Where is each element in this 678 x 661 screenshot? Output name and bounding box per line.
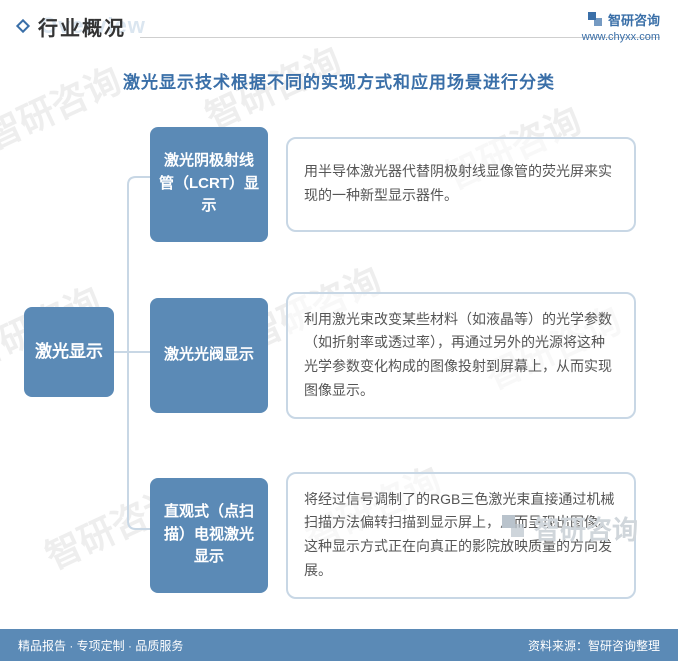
header-left: 行业概况 Overview (18, 12, 126, 41)
footer-right: 资料来源：智研咨询整理 (528, 637, 660, 654)
footer-left: 精品报告 · 专项定制 · 品质服务 (18, 637, 183, 654)
brand-watermark-icon (502, 515, 528, 541)
category-node-3: 直观式（点扫描）电视激光显示 (150, 478, 268, 593)
category-desc-1: 用半导体激光器代替阴极射线显像管的荧光屏来实现的一种新型显示器件。 (286, 137, 636, 232)
brand-logo-icon (588, 12, 604, 28)
header-brand: 智研咨询 (588, 10, 660, 29)
branch-row-1: 激光阴极射线管（LCRT）显示 用半导体激光器代替阴极射线显像管的荧光屏来实现的… (150, 127, 636, 242)
header-title: 行业概况 (38, 12, 126, 41)
root-node: 激光显示 (24, 307, 114, 397)
category-desc-2: 利用激光束改变某些材料（如液晶等）的光学参数（如折射率或透过率），再通过另外的光… (286, 292, 636, 419)
root-node-label: 激光显示 (35, 340, 103, 364)
category-node-2: 激光光阀显示 (150, 298, 268, 413)
category-node-1: 激光阴极射线管（LCRT）显示 (150, 127, 268, 242)
diagram-area: 激光显示 激光阴极射线管（LCRT）显示 用半导体激光器代替阴极射线显像管的荧光… (0, 107, 678, 587)
subtitle: 激光显示技术根据不同的实现方式和应用场景进行分类 (0, 68, 678, 93)
category-desc-2-text: 利用激光束改变某些材料（如液晶等）的光学参数（如折射率或透过率），再通过另外的光… (304, 308, 618, 403)
brand-watermark-text: 智研咨询 (534, 510, 638, 547)
category-node-3-label: 直观式（点扫描）电视激光显示 (158, 501, 260, 569)
header-bullet-icon (16, 19, 30, 33)
header-url: www.chyxx.com (582, 31, 660, 43)
branch-row-2: 激光光阀显示 利用激光束改变某些材料（如液晶等）的光学参数（如折射率或透过率），… (150, 292, 636, 419)
header-brand-text: 智研咨询 (608, 10, 660, 29)
header: 行业概况 Overview 智研咨询 www.chyxx.com (0, 0, 678, 49)
category-node-1-label: 激光阴极射线管（LCRT）显示 (158, 150, 260, 218)
brand-watermark: 智研咨询 (502, 510, 638, 547)
header-brand-block: 智研咨询 www.chyxx.com (582, 10, 660, 43)
category-desc-1-text: 用半导体激光器代替阴极射线显像管的荧光屏来实现的一种新型显示器件。 (304, 160, 618, 208)
category-node-2-label: 激光光阀显示 (164, 344, 254, 367)
footer: 精品报告 · 专项定制 · 品质服务 资料来源：智研咨询整理 (0, 629, 678, 661)
